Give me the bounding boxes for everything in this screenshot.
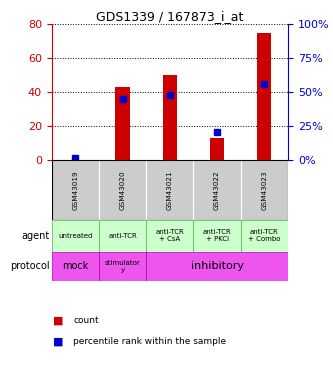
Text: agent: agent — [21, 231, 49, 241]
Bar — [99, 252, 146, 281]
Bar — [146, 252, 288, 281]
Bar — [146, 160, 193, 220]
Bar — [241, 160, 288, 220]
Text: ■: ■ — [53, 336, 64, 346]
Text: inhibitory: inhibitory — [190, 261, 244, 272]
Bar — [52, 220, 99, 252]
Bar — [163, 75, 177, 160]
Bar — [210, 138, 224, 160]
Text: stimulator
y: stimulator y — [105, 260, 141, 273]
Text: anti-TCR
+ CsA: anti-TCR + CsA — [156, 229, 184, 242]
Title: GDS1339 / 167873_i_at: GDS1339 / 167873_i_at — [96, 10, 243, 23]
Bar — [116, 87, 130, 160]
Text: GSM43023: GSM43023 — [261, 170, 267, 210]
Bar — [99, 220, 146, 252]
Text: GSM43019: GSM43019 — [72, 170, 78, 210]
Text: untreated: untreated — [58, 232, 93, 238]
Text: count: count — [73, 316, 99, 325]
Bar — [257, 33, 271, 160]
Bar — [52, 160, 99, 220]
Bar — [99, 160, 146, 220]
Bar — [241, 220, 288, 252]
Text: anti-TCR: anti-TCR — [108, 232, 137, 238]
Text: GSM43022: GSM43022 — [214, 170, 220, 210]
Text: anti-TCR
+ Combo: anti-TCR + Combo — [248, 229, 281, 242]
Bar — [193, 220, 241, 252]
Text: anti-TCR
+ PKCi: anti-TCR + PKCi — [203, 229, 231, 242]
Text: mock: mock — [62, 261, 89, 272]
Text: protocol: protocol — [10, 261, 49, 272]
Text: percentile rank within the sample: percentile rank within the sample — [73, 337, 226, 346]
Text: GSM43021: GSM43021 — [167, 170, 173, 210]
Text: GSM43020: GSM43020 — [120, 170, 126, 210]
Text: ■: ■ — [53, 316, 64, 326]
Bar — [52, 252, 99, 281]
Bar — [193, 160, 241, 220]
Bar — [146, 220, 193, 252]
